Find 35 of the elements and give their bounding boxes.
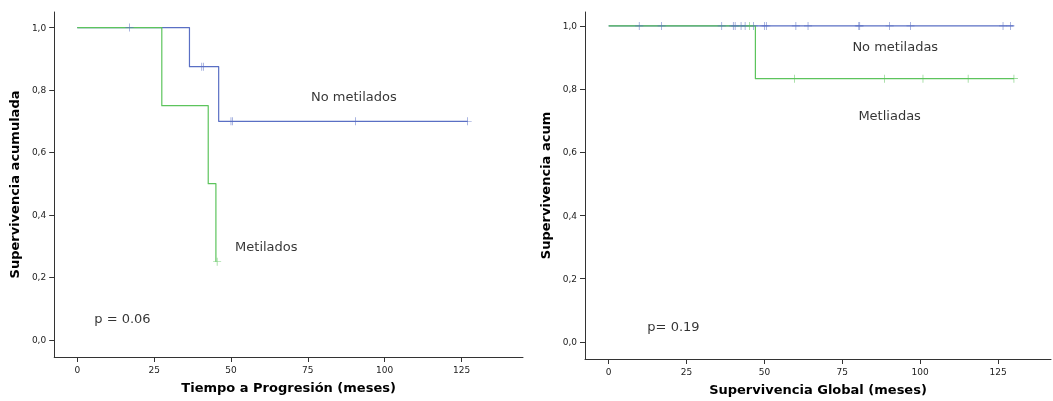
y-tick-label: 1,0 xyxy=(31,22,47,33)
x-tick-label: 75 xyxy=(836,366,849,377)
x-axis-title: Tiempo a Progresión (meses) xyxy=(181,380,396,395)
annotation: p = 0.06 xyxy=(94,311,151,327)
x-tick-label: 50 xyxy=(225,364,237,375)
series-label: No metilados xyxy=(311,88,398,104)
y-tick-label: 0,0 xyxy=(562,336,578,347)
y-axis-title: Supervivencia acum xyxy=(537,111,553,260)
y-tick-label: 0,2 xyxy=(31,272,47,283)
x-tick-label: 75 xyxy=(302,364,314,375)
y-tick-label: 0,4 xyxy=(31,209,47,220)
series-label: Metilados xyxy=(235,238,298,254)
x-tick-label: 125 xyxy=(989,366,1007,377)
x-tick-label: 100 xyxy=(376,364,394,375)
y-tick-label: 1,0 xyxy=(562,20,578,31)
text: Metliadas xyxy=(858,108,922,124)
point xyxy=(125,23,134,32)
x-tick-label: 125 xyxy=(452,364,471,375)
y-tick-label: 0,6 xyxy=(562,147,578,158)
x-axis-title: Supervivencia Global (meses) xyxy=(709,382,927,397)
y-tick-label: 0,8 xyxy=(562,84,578,95)
y-tick-label: 0,4 xyxy=(562,210,578,221)
y-tick-label: 0,2 xyxy=(562,273,577,284)
y-axis-title: Supervivencia acumulada xyxy=(7,90,22,279)
annotation: p= 0.19 xyxy=(647,318,700,334)
y-tick-label: 0,8 xyxy=(31,85,47,96)
y-tick-label: 0,6 xyxy=(31,147,47,158)
x-tick-label: 25 xyxy=(680,366,693,377)
x-tick-label: 0 xyxy=(74,364,81,375)
y-tick-label: 0,0 xyxy=(31,334,47,345)
series-label: No metiladas xyxy=(852,38,939,54)
x-tick-label: 25 xyxy=(148,364,160,375)
x-tick-label: 100 xyxy=(911,366,930,377)
x-tick-label: 0 xyxy=(605,366,612,377)
x-tick-label: 50 xyxy=(758,366,771,377)
